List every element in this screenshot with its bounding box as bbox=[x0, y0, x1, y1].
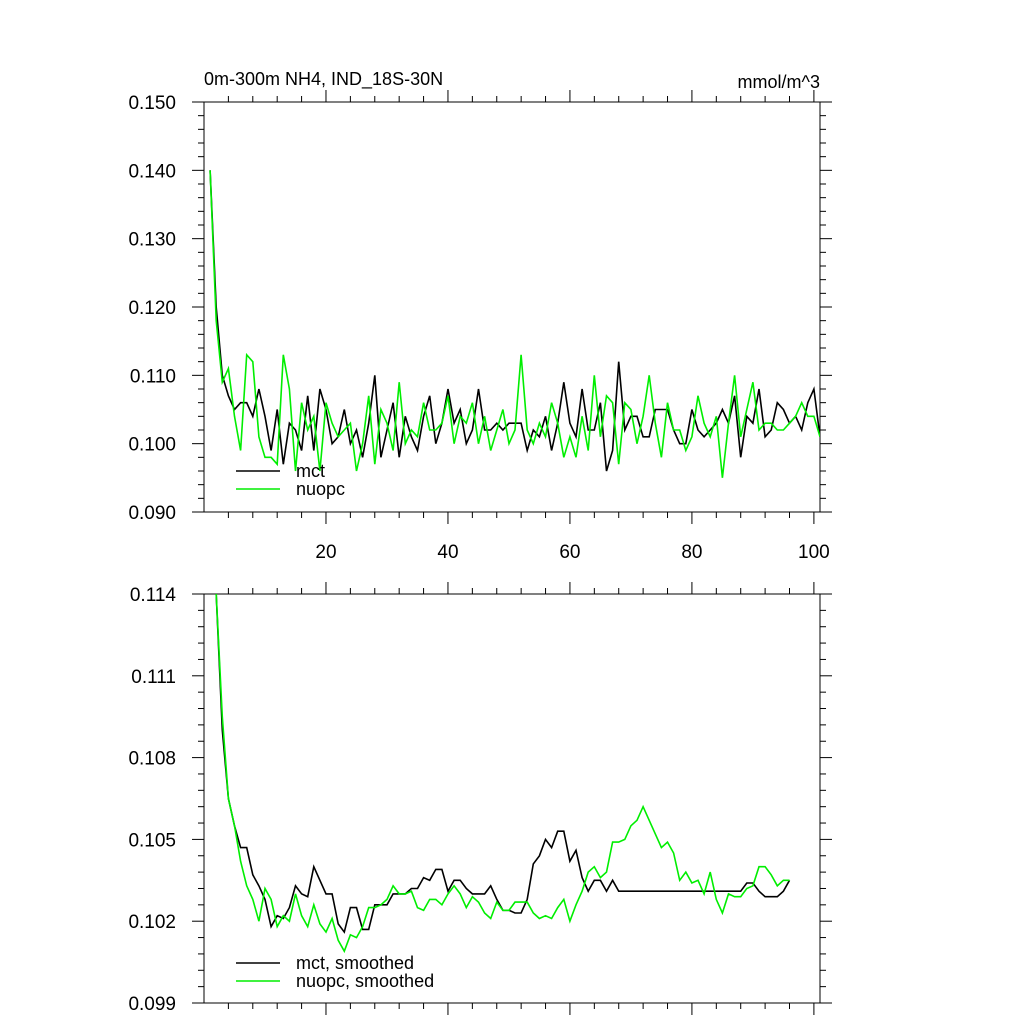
legend-label: mct, smoothed bbox=[296, 953, 414, 973]
y-tick-label: 0.114 bbox=[130, 585, 177, 606]
y-tick-label: 0.102 bbox=[128, 912, 176, 933]
legend-label: nuopc, smoothed bbox=[296, 971, 434, 991]
x-tick-label: 100 bbox=[798, 542, 830, 563]
y-tick-label: 0.110 bbox=[130, 366, 176, 387]
units-label: mmol/m^3 bbox=[738, 72, 820, 92]
y-tick-label: 0.140 bbox=[128, 161, 176, 182]
x-tick-label: 40 bbox=[437, 542, 458, 563]
y-tick-label: 0.111 bbox=[131, 667, 176, 688]
top-plot-frame bbox=[203, 101, 821, 513]
series-line-nuopc-smoothed bbox=[215, 594, 790, 954]
legend-label: mct bbox=[296, 461, 325, 481]
x-tick-label: 20 bbox=[315, 542, 336, 563]
y-tick-label: 0.100 bbox=[128, 435, 176, 456]
y-tick-label: 0.108 bbox=[128, 749, 176, 770]
top-panel: 0.090 0.100 0.110 0.120 0.130 0.140 0.150 20 40 6… bbox=[128, 90, 832, 563]
y-tick-label: 0.105 bbox=[128, 830, 176, 851]
series-line-mct-smoothed bbox=[215, 594, 791, 934]
bottom-panel: 0.099 0.102 0.105 0.108 0.111 0.114 mct, smoot… bbox=[128, 582, 832, 1015]
x-tick-label: 80 bbox=[681, 542, 702, 563]
series-line-nuopc bbox=[209, 170, 820, 478]
chart-title: 0m-300m NH4, IND_18S-30N bbox=[204, 69, 443, 90]
y-tick-label: 0.099 bbox=[128, 994, 176, 1015]
y-tick-label: 0.130 bbox=[128, 230, 176, 251]
x-tick-label: 60 bbox=[559, 542, 580, 563]
legend-label: nuopc bbox=[296, 479, 345, 499]
y-tick-label: 0.090 bbox=[128, 503, 176, 524]
y-tick-label: 0.150 bbox=[128, 93, 176, 114]
y-tick-label: 0.120 bbox=[128, 298, 176, 319]
bottom-plot-frame bbox=[203, 593, 821, 1004]
